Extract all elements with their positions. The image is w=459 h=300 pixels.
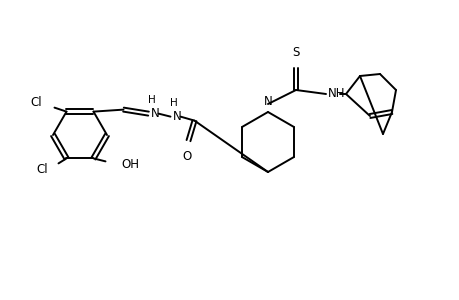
Text: Cl: Cl (37, 163, 48, 176)
Text: H: H (147, 94, 155, 105)
Text: H: H (169, 98, 177, 108)
Text: Cl: Cl (31, 96, 42, 109)
Text: NH: NH (327, 86, 345, 100)
Text: N: N (172, 110, 181, 123)
Text: O: O (183, 150, 192, 163)
Text: OH: OH (121, 158, 139, 171)
Text: N: N (263, 95, 272, 108)
Text: S: S (291, 46, 299, 59)
Text: N: N (150, 107, 159, 120)
